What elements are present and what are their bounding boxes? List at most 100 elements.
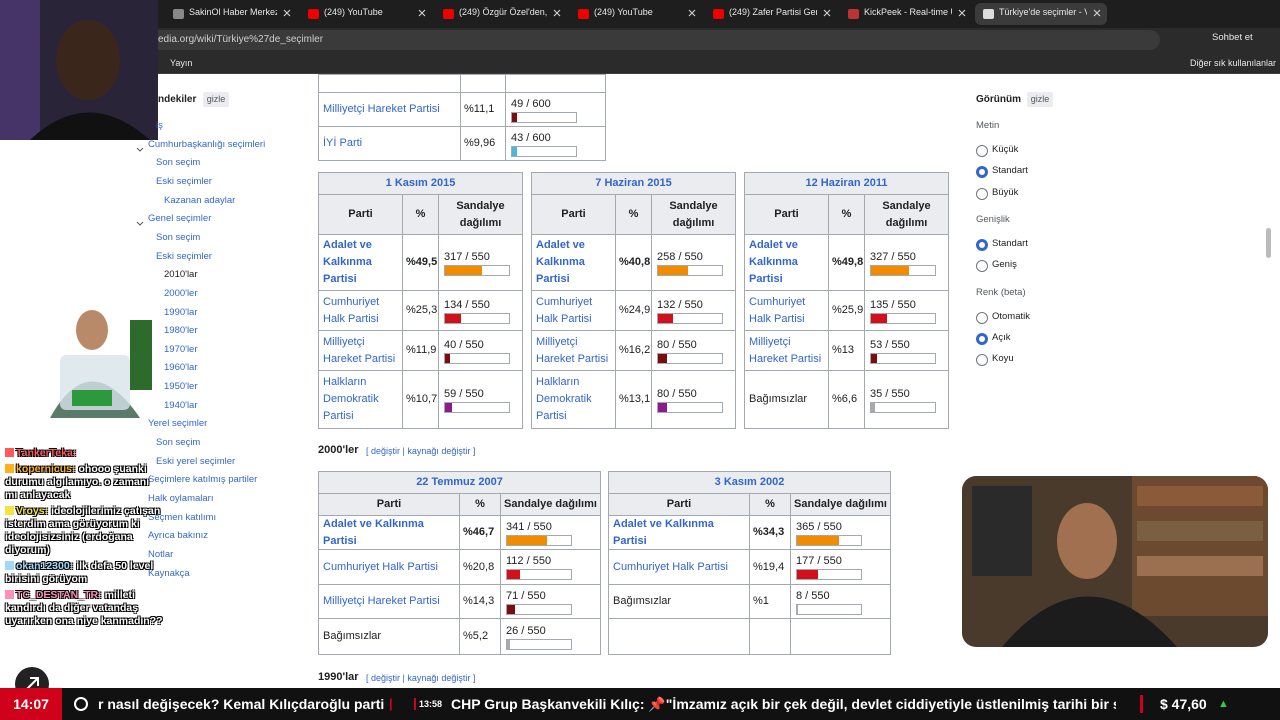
party-name[interactable]: Cumhuriyet Halk Partisi xyxy=(613,560,728,573)
tab-close[interactable] xyxy=(821,6,833,20)
browser-tab[interactable]: KickPeek - Real-time URL C xyxy=(840,3,972,25)
section-edit-links[interactable]: [ değiştir | kaynağı değiştir ] xyxy=(366,673,476,683)
table-title[interactable]: 1 Kasım 2015 xyxy=(385,177,456,189)
chat-text: ohooo şuanki durumu algılamıyo. o zamanı… xyxy=(5,463,150,501)
party-name[interactable]: Halkların Demokratik Partisi xyxy=(536,376,592,422)
browser-tab[interactable]: SakinOl Haber Merkezi xyxy=(165,3,297,25)
party-name[interactable]: Milliyetçi Hareket Partisi xyxy=(749,335,822,365)
toc-item[interactable]: Son seçim xyxy=(156,437,201,449)
party-name[interactable]: Adalet ve Kalkınma Partisi xyxy=(749,239,798,285)
toc-item[interactable]: Eski seçimler xyxy=(156,175,212,187)
toc-item[interactable]: Yerel seçimler xyxy=(148,418,208,430)
radio-button[interactable] xyxy=(976,260,988,273)
browser-tab[interactable]: (249) YouTube xyxy=(300,3,432,25)
radio-button[interactable] xyxy=(976,145,988,157)
toc-item[interactable]: Eski seçimler xyxy=(156,250,212,262)
toc-item[interactable]: iş xyxy=(156,120,163,131)
table-title[interactable]: 3 Kasım 2002 xyxy=(714,476,785,488)
chat-button[interactable]: Sohbet et xyxy=(1212,32,1253,43)
toc-item[interactable]: Seçmen katılımı xyxy=(148,511,217,523)
tab-close[interactable] xyxy=(416,6,428,20)
toc-item[interactable]: 1950'ler xyxy=(164,381,198,393)
toc-item[interactable]: 1990'lar xyxy=(164,306,198,318)
webcam-streamer xyxy=(962,476,1268,647)
toc-item[interactable]: Kaynakça xyxy=(148,567,190,579)
party-name[interactable]: Cumhuriyet Halk Partisi xyxy=(536,295,593,325)
toc-item[interactable]: Genel seçimler xyxy=(148,213,212,225)
toc-item[interactable]: Cumhurbaşkanlığı seçimleri xyxy=(148,138,266,150)
toc-item[interactable]: Halk oylamaları xyxy=(148,493,214,504)
toc-item[interactable]: 1940'lar xyxy=(164,399,198,411)
party-name[interactable]: Adalet ve Kalkınma Partisi xyxy=(613,517,714,547)
toc-item[interactable]: Notlar xyxy=(148,548,174,560)
toc-item[interactable]: Kazanan adaylar xyxy=(164,194,236,206)
address-field[interactable] xyxy=(150,30,1160,50)
browser-tab[interactable]: Türkiye'de seçimler - Vikipe xyxy=(975,3,1107,25)
tab-close[interactable] xyxy=(686,6,698,20)
party-name[interactable]: Cumhuriyet Halk Partisi xyxy=(323,560,438,573)
party-name[interactable]: Cumhuriyet Halk Partisi xyxy=(749,295,806,325)
party-name[interactable]: Milliyetçi Hareket Partisi xyxy=(323,103,440,115)
table-title[interactable]: 22 Temmuz 2007 xyxy=(416,476,503,488)
section-edit-links[interactable]: [ değiştir | kaynağı değiştir ] xyxy=(366,446,476,456)
section-heading: 1990'lar xyxy=(318,671,359,683)
seat-bar-track xyxy=(870,264,936,276)
party-name[interactable]: İYİ Parti xyxy=(323,137,363,149)
table-cell: 258 / 550 xyxy=(651,234,736,291)
radio-button[interactable] xyxy=(976,166,988,179)
toc-item[interactable]: 1980'ler xyxy=(164,325,198,337)
toc-item[interactable]: 2010'lar xyxy=(164,269,198,281)
toc-item[interactable]: Ayrıca bakınız xyxy=(148,530,209,542)
table-cell: %49,8 xyxy=(828,234,865,291)
bookmark[interactable]: Yayın xyxy=(170,58,193,68)
table-title[interactable]: 12 Haziran 2011 xyxy=(805,177,888,189)
radio-label[interactable]: Açık xyxy=(992,331,1011,343)
radio-button[interactable] xyxy=(976,311,988,324)
party-name[interactable]: Adalet ve Kalkınma Partisi xyxy=(536,239,585,285)
party-name[interactable]: Adalet ve Kalkınma Partisi xyxy=(323,239,372,285)
toc-hide[interactable]: gizle xyxy=(203,92,229,107)
party-name[interactable]: Cumhuriyet Halk Partisi xyxy=(323,295,380,325)
radio-button[interactable] xyxy=(976,354,988,367)
radio-label[interactable]: Otomatik xyxy=(992,310,1031,322)
seat-bar xyxy=(507,639,511,649)
vote-share: %13 xyxy=(832,344,855,356)
radio-button[interactable] xyxy=(976,332,988,345)
party-name[interactable]: Milliyetçi Hareket Partisi xyxy=(323,335,396,365)
radio-label[interactable]: Standart xyxy=(992,165,1028,177)
appearance-hide[interactable]: gizle xyxy=(1027,92,1053,107)
browser-tab[interactable]: (249) Özgür Özel'den, er şe xyxy=(435,3,567,25)
tab-close[interactable] xyxy=(1091,6,1103,20)
party-name[interactable]: Milliyetçi Hareket Partisi xyxy=(536,335,609,365)
radio-label[interactable]: Geniş xyxy=(992,259,1017,271)
radio-label[interactable]: Koyu xyxy=(992,353,1014,365)
vote-share: %9,96 xyxy=(464,137,496,149)
table-cell: 341 / 550 xyxy=(500,515,601,550)
seat-bar-track xyxy=(444,264,510,276)
tab-close[interactable] xyxy=(956,6,968,20)
party-name[interactable]: Milliyetçi Hareket Partisi xyxy=(323,595,440,607)
browser-tab[interactable]: (249) Zafer Partisi Genel Ba xyxy=(705,3,837,25)
toc-item[interactable]: 2000'ler xyxy=(164,287,198,299)
party-name[interactable]: Halkların Demokratik Partisi xyxy=(323,376,379,422)
radio-button[interactable] xyxy=(976,187,988,200)
browser-tab[interactable]: (249) YouTube xyxy=(570,3,702,25)
toc-item[interactable]: Son seçim xyxy=(156,157,201,169)
tab-close[interactable] xyxy=(551,6,563,20)
radio-label[interactable]: Küçük xyxy=(992,144,1019,155)
radio-label[interactable]: Büyük xyxy=(992,186,1019,198)
radio-button[interactable] xyxy=(976,238,988,251)
toc-item[interactable]: Son seçim xyxy=(156,231,201,243)
toc-item[interactable]: Seçimlere katılmış partiler xyxy=(148,474,258,486)
column-header: Parti xyxy=(348,208,373,220)
party-name[interactable]: Adalet ve Kalkınma Partisi xyxy=(323,517,424,547)
radio-label[interactable]: Standart xyxy=(992,237,1028,249)
other-bookmarks[interactable]: Diğer sık kullanılanlar xyxy=(1190,58,1277,68)
toc-item[interactable]: Eski yerel seçimler xyxy=(156,455,236,467)
toc-item[interactable]: 1960'lar xyxy=(164,362,198,374)
table-header-cell: Sandalye dağılımı xyxy=(790,493,891,516)
toc-item[interactable]: 1970'ler xyxy=(164,343,198,355)
table-title[interactable]: 7 Haziran 2015 xyxy=(595,177,672,189)
table-cell: Halkların Demokratik Partisi xyxy=(318,370,403,429)
tab-close[interactable] xyxy=(281,6,293,20)
